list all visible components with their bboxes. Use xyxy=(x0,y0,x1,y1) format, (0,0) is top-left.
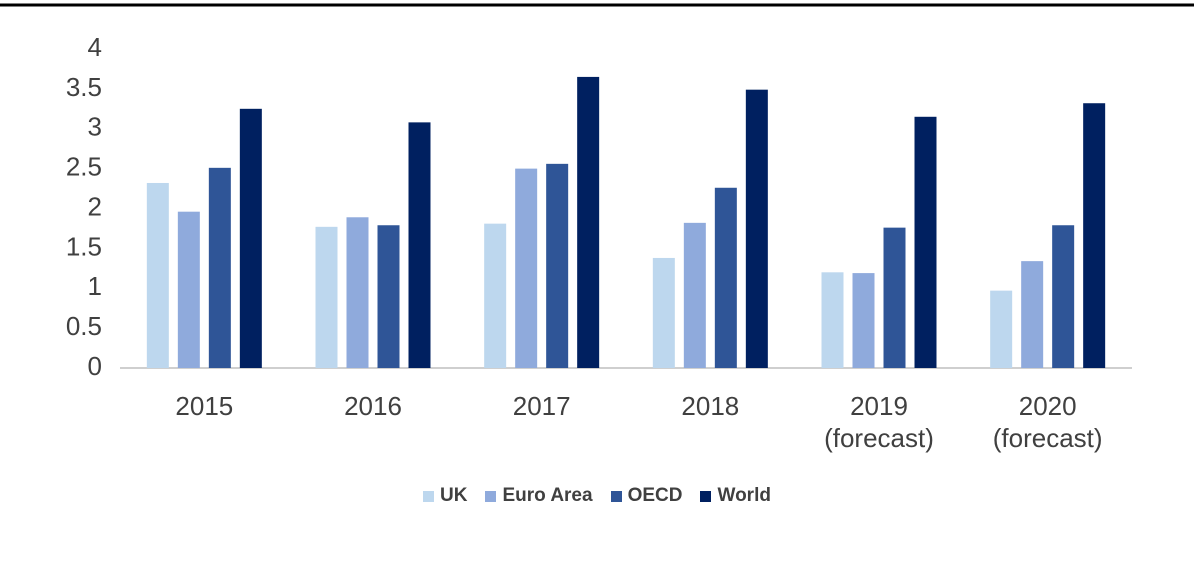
legend-item: Euro Area xyxy=(485,485,593,507)
legend-item: UK xyxy=(423,485,467,507)
legend-swatch xyxy=(485,490,497,502)
legend-swatch xyxy=(610,490,622,502)
legend-swatch xyxy=(423,490,435,502)
bar xyxy=(652,257,675,368)
bar xyxy=(208,167,231,368)
bar xyxy=(346,217,369,368)
bar xyxy=(745,89,768,369)
bar xyxy=(1052,225,1075,368)
legend-item: World xyxy=(700,485,771,507)
y-tick-label: 2.5 xyxy=(66,152,102,182)
legend-label: OECD xyxy=(627,485,683,506)
bar xyxy=(914,116,937,368)
x-tick-label: 2019 (forecast) xyxy=(824,391,934,453)
legend-swatch xyxy=(700,490,712,502)
bar xyxy=(714,187,737,368)
y-tick-label: 0.5 xyxy=(66,311,102,341)
legend-item: OECD xyxy=(610,485,683,507)
bar xyxy=(239,108,262,368)
bar xyxy=(377,225,400,368)
x-tick-label: 2016 xyxy=(344,391,402,421)
bar xyxy=(315,226,338,368)
x-tick-label: 2015 xyxy=(175,391,234,421)
bar xyxy=(883,227,906,368)
y-tick-label: 1 xyxy=(88,271,102,301)
bar xyxy=(683,222,706,368)
bar xyxy=(484,223,507,368)
legend-label: World xyxy=(717,485,771,506)
bar xyxy=(852,273,875,368)
y-tick-label: 0 xyxy=(88,351,102,381)
bar xyxy=(990,290,1013,368)
bar xyxy=(577,76,600,368)
bar xyxy=(1083,103,1106,368)
bar xyxy=(1021,261,1044,368)
y-tick-label: 3.5 xyxy=(66,72,102,102)
bar xyxy=(146,182,169,368)
bar xyxy=(177,211,200,368)
bar xyxy=(515,168,538,368)
legend: UK Euro Area OECD World xyxy=(0,485,1194,507)
bar xyxy=(546,163,569,368)
y-tick-label: 2 xyxy=(88,191,102,221)
x-tick-label: 2017 xyxy=(512,391,571,421)
legend-label: Euro Area xyxy=(502,485,593,506)
bar xyxy=(408,122,431,369)
x-tick-label: 2018 xyxy=(681,391,740,421)
y-tick-label: 1.5 xyxy=(66,231,102,261)
bar xyxy=(821,272,844,368)
y-tick-label: 4 xyxy=(88,32,102,62)
legend-label: UK xyxy=(440,485,468,506)
x-tick-label: 2020 (forecast) xyxy=(992,391,1103,453)
y-tick-label: 3 xyxy=(88,112,102,142)
